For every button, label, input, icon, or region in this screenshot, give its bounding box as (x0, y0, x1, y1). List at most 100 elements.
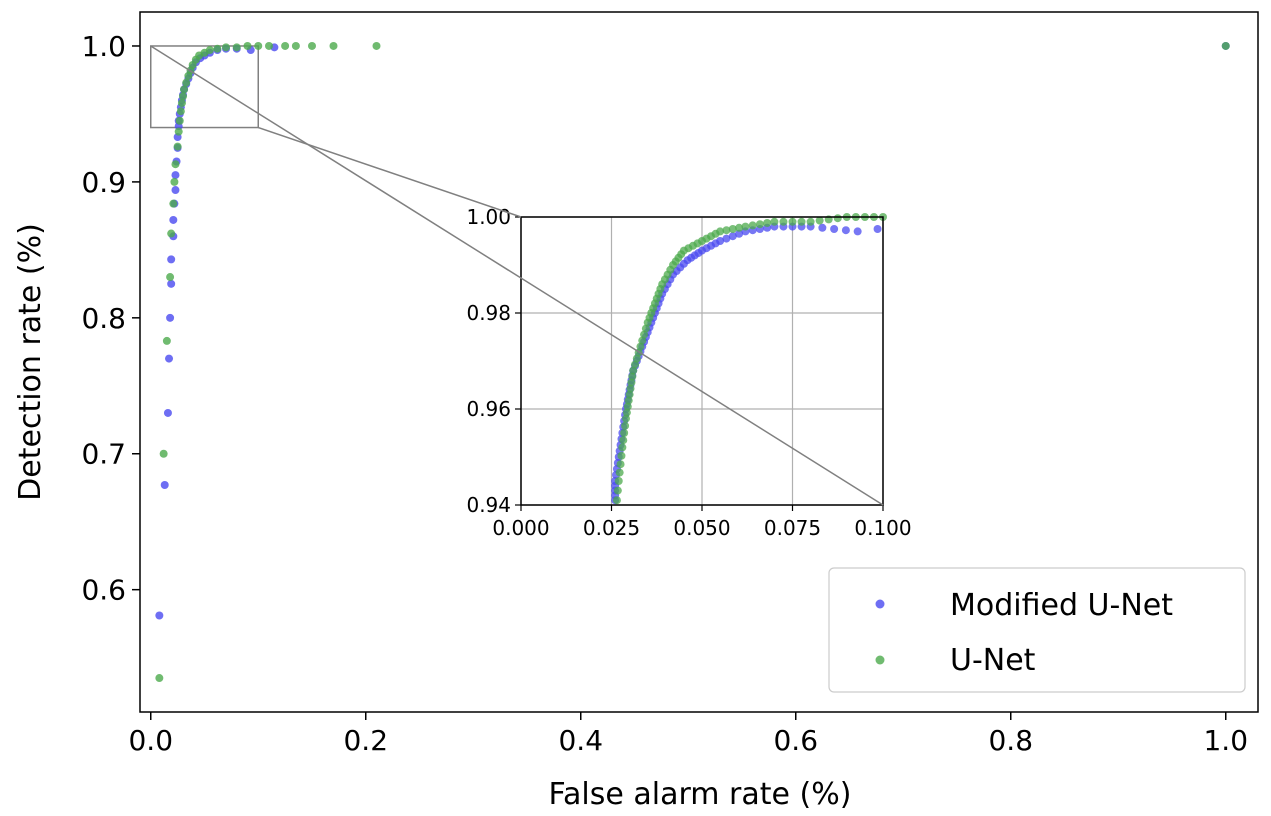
inset-data-point-series-1 (770, 217, 779, 226)
inset-zoom-plot: 0.000 0.025 0.050 0.075 0.100 0.94 0.96 0.98 1.… (466, 205, 911, 540)
data-point-series-1 (243, 41, 252, 50)
data-point-series-1 (180, 85, 189, 94)
data-point-series-0 (169, 215, 178, 224)
y-axis-label: Detection rate (%) (13, 223, 48, 501)
data-point-series-1 (182, 78, 191, 87)
inset-data-point-series-1 (806, 217, 815, 226)
inset-data-point-series-1 (626, 384, 635, 393)
x-tick-label: 0.4 (558, 724, 603, 757)
inset-x-tick-label: 0.050 (673, 516, 730, 540)
data-point-series-1 (265, 41, 273, 50)
data-point-series-1 (232, 43, 241, 52)
inset-data-point-series-1 (632, 354, 641, 363)
data-point-series-1 (171, 160, 180, 169)
data-point-series-1 (291, 41, 300, 50)
inset-data-point-series-1 (620, 429, 629, 437)
inset-data-point-series-1 (625, 390, 634, 399)
data-point-series-1 (308, 41, 316, 50)
data-point-series-1 (179, 92, 187, 101)
inset-y-tick-label: 0.94 (466, 493, 511, 517)
inset-data-point-series-0 (841, 226, 850, 235)
inset-data-point-series-1 (722, 226, 731, 235)
inset-data-point-series-1 (623, 402, 632, 411)
inset-y-tick-label: 0.96 (466, 397, 511, 421)
inset-data-point-series-1 (619, 436, 628, 445)
data-point-series-1 (1221, 41, 1230, 50)
data-point-series-0 (155, 611, 164, 620)
inset-data-point-series-1 (615, 468, 624, 477)
data-point-series-0 (163, 408, 172, 417)
inset-data-point-series-1 (612, 496, 621, 505)
data-point-series-1 (281, 41, 290, 50)
inset-data-point-series-1 (613, 486, 622, 495)
inset-data-point-series-1 (763, 219, 772, 227)
y-tick-label: 0.9 (81, 166, 126, 199)
zoom-connector-lines (150, 45, 884, 506)
data-point-series-1 (329, 41, 338, 50)
inset-data-point-series-0 (716, 237, 725, 245)
x-tick-label: 0.2 (343, 724, 388, 757)
inset-data-point-series-1 (616, 460, 625, 469)
x-tick-label: 0.8 (988, 724, 1033, 757)
data-point-series-1 (167, 229, 176, 238)
data-point-series-1 (174, 127, 183, 136)
inset-data-point-series-0 (873, 225, 882, 233)
x-tick-label: 0.6 (773, 724, 818, 757)
inset-data-point-series-1 (628, 372, 637, 381)
main-x-ticks: 0.0 0.2 0.4 0.6 0.8 1.0 (128, 712, 1248, 757)
inset-data-point-series-1 (622, 408, 631, 417)
inset-data-point-series-1 (636, 342, 645, 351)
data-point-series-0 (171, 171, 180, 180)
data-point-series-1 (222, 43, 230, 52)
inset-data-point-series-1 (833, 214, 842, 223)
x-tick-label: 1.0 (1203, 724, 1248, 757)
inset-data-point-series-0 (728, 232, 737, 241)
y-tick-label: 1.0 (81, 30, 126, 63)
inset-data-point-series-1 (614, 477, 623, 485)
inset-x-tick-label: 0.075 (764, 516, 821, 540)
legend-label-unet: U-Net (950, 643, 1036, 678)
legend-label-modified-unet: Modified U-Net (950, 588, 1173, 623)
inset-data-point-series-0 (830, 225, 839, 233)
inset-data-point-series-1 (748, 221, 757, 230)
inset-data-point-series-1 (741, 222, 750, 231)
data-point-series-1 (173, 142, 182, 151)
inset-data-point-series-0 (853, 227, 862, 236)
main-scatter-points (155, 41, 1230, 683)
data-point-series-0 (171, 186, 180, 195)
inset-data-point-series-1 (621, 414, 630, 423)
data-point-series-1 (213, 44, 222, 53)
inset-data-point-series-1 (797, 217, 806, 226)
connector-line (150, 45, 884, 506)
inset-data-point-series-1 (638, 336, 647, 345)
inset-data-point-series-1 (755, 220, 764, 229)
inset-data-point-series-1 (728, 225, 737, 233)
data-point-series-1 (169, 199, 178, 208)
inset-x-ticks: 0.000 0.025 0.050 0.075 0.100 (492, 505, 912, 540)
inset-data-point-series-1 (735, 223, 744, 232)
inset-x-tick-label: 0.025 (583, 516, 640, 540)
data-point-series-1 (254, 41, 263, 50)
data-point-series-1 (176, 107, 185, 116)
inset-data-point-series-1 (716, 227, 725, 236)
inset-data-point-series-0 (722, 234, 731, 243)
inset-data-point-series-1 (617, 451, 626, 460)
legend-marker-modified-unet (875, 599, 885, 609)
inset-data-point-series-1 (815, 216, 824, 225)
inset-data-point-series-1 (621, 421, 630, 430)
data-point-series-0 (167, 279, 176, 288)
connector-line (258, 126, 522, 218)
y-tick-label: 0.6 (81, 574, 126, 607)
main-y-ticks: 0.6 0.7 0.8 0.9 1.0 (81, 30, 140, 607)
x-axis-label: False alarm rate (%) (549, 777, 852, 812)
data-point-series-1 (166, 273, 175, 282)
data-point-series-1 (162, 336, 171, 345)
data-point-series-1 (205, 46, 214, 55)
data-point-series-0 (165, 354, 174, 363)
data-point-series-1 (175, 116, 184, 125)
inset-x-tick-label: 0.100 (854, 516, 911, 540)
inset-data-point-series-1 (641, 324, 650, 333)
inset-data-point-series-1 (779, 217, 788, 226)
data-point-series-1 (170, 177, 179, 186)
